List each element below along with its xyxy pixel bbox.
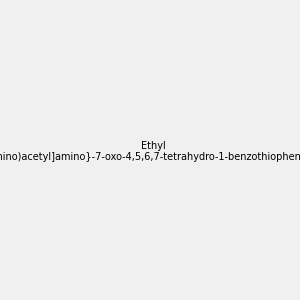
Text: Ethyl 2-{[(diethylamino)acetyl]amino}-7-oxo-4,5,6,7-tetrahydro-1-benzothiophene-: Ethyl 2-{[(diethylamino)acetyl]amino}-7-… [0,141,300,162]
